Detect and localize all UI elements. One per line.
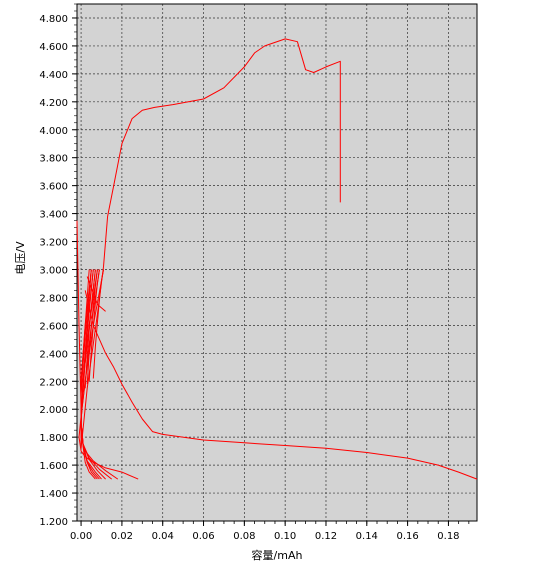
series-line [78, 269, 139, 480]
series-line [92, 269, 104, 379]
y-tick-label: 1.800 [39, 433, 68, 444]
axes: 0.00 0.02 0.04 0.06 0.08 0.10 0.12 0.14 0.16 0.18… [39, 3, 478, 542]
y-tick-label: 3.000 [39, 265, 68, 276]
y-tick-label: 2.200 [39, 377, 68, 388]
x-tick-label: 0.00 [70, 531, 92, 542]
x-tick-label: 0.12 [315, 531, 337, 542]
y-tick-label: 2.000 [39, 405, 68, 416]
series-line [80, 269, 96, 480]
series-line [84, 290, 478, 480]
y-tick-label: 4.600 [39, 42, 68, 53]
y-tick-label: 2.400 [39, 349, 68, 360]
series-line [76, 220, 82, 445]
y-tick-label: 4.200 [39, 98, 68, 109]
x-tick-label: 0.18 [437, 531, 459, 542]
y-tick-label: 3.400 [39, 210, 68, 221]
y-tick-label: 2.800 [39, 293, 68, 304]
y-tick-label: 1.400 [39, 489, 68, 500]
series-line [86, 276, 106, 312]
y-tick-label: 2.600 [39, 321, 68, 332]
x-tick-label: 0.10 [274, 531, 296, 542]
y-tick-label: 1.200 [39, 517, 68, 528]
y-tick-label: 3.600 [39, 182, 68, 193]
y-tick-label: 3.800 [39, 154, 68, 165]
y-axis-label: 电压/V [14, 241, 27, 275]
x-tick-label: 0.06 [192, 531, 214, 542]
x-tick-label: 0.08 [233, 531, 255, 542]
series-line [82, 269, 94, 393]
y-tick-label: 4.000 [39, 126, 68, 137]
y-tick-label: 4.400 [39, 70, 68, 81]
series-lines [76, 38, 478, 480]
y-tick-label: 1.600 [39, 461, 68, 472]
x-tick-label: 0.14 [356, 531, 378, 542]
plot-area [77, 4, 477, 521]
series-line [86, 269, 98, 385]
series-line [88, 269, 100, 382]
series-line [80, 38, 341, 449]
x-tick-label: 0.02 [111, 531, 133, 542]
x-tick-label: 0.04 [152, 531, 174, 542]
plot-frame [76, 3, 478, 522]
grid [77, 4, 477, 522]
x-axis-label: 容量/mAh [252, 548, 303, 562]
x-tick-label: 0.16 [396, 531, 418, 542]
y-tick-label: 3.200 [39, 238, 68, 249]
y-tick-label: 4.800 [39, 14, 68, 25]
series-line [80, 269, 92, 396]
series-line [84, 269, 96, 389]
